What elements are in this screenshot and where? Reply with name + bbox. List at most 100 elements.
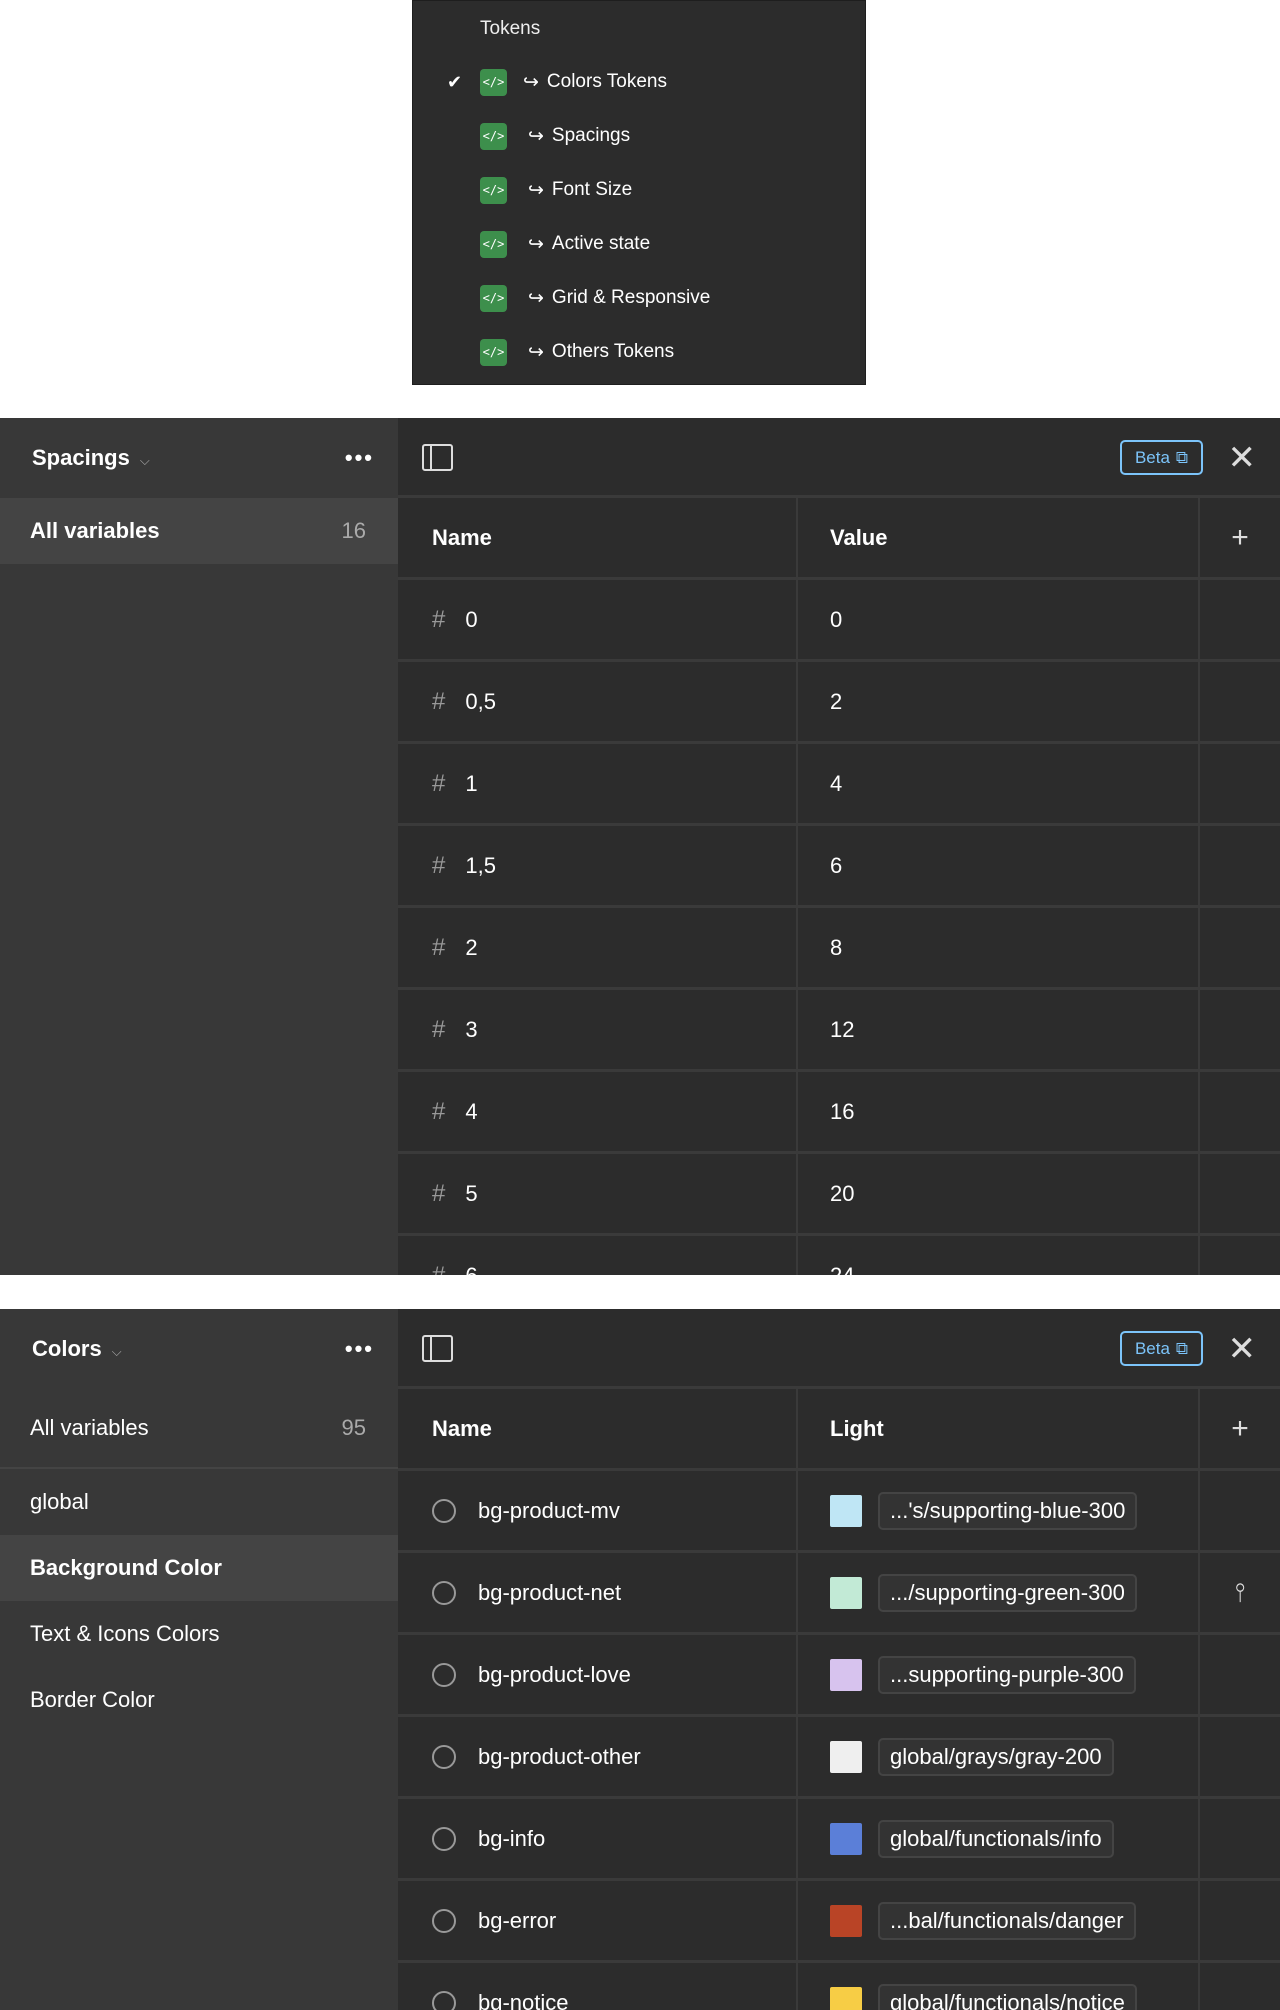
variable-name[interactable]: 1,5 — [465, 852, 496, 878]
color-swatch[interactable] — [830, 1904, 862, 1937]
table-row[interactable]: bg-product-net .../supporting-green-300 … — [398, 1553, 1280, 1635]
more-options-icon[interactable]: ••• — [344, 1336, 374, 1361]
check-icon: ✔ — [446, 71, 463, 92]
table-header: Name Value + — [398, 498, 1280, 580]
variable-name[interactable]: 5 — [465, 1180, 478, 1206]
alias-pill[interactable]: ...'s/supporting-blue-300 — [878, 1491, 1138, 1530]
beta-label: Beta — [1134, 447, 1170, 467]
sidebar-item[interactable]: global — [0, 1469, 398, 1535]
variable-name[interactable]: 1 — [465, 770, 478, 796]
variable-value[interactable]: 2 — [830, 688, 843, 714]
variable-name[interactable]: bg-product-net — [478, 1579, 622, 1605]
sidebar-toggle-icon[interactable] — [422, 444, 453, 471]
menu-item-label: Font Size — [551, 179, 633, 200]
menu-item[interactable]: </> ↪ Active state — [413, 224, 865, 264]
variable-name[interactable]: 2 — [465, 934, 478, 960]
color-swatch[interactable] — [830, 1576, 862, 1609]
external-link-icon: ⧉ — [1175, 447, 1189, 467]
alias-pill[interactable]: global/functionals/info — [878, 1819, 1114, 1858]
variable-value[interactable]: 6 — [830, 852, 843, 878]
table-row[interactable]: #1,5 6 — [398, 826, 1280, 908]
sidebar-item[interactable]: Text & Icons Colors — [0, 1601, 398, 1667]
table-row[interactable]: #6 24 — [398, 1236, 1280, 1275]
beta-badge[interactable]: Beta ⧉ — [1120, 1331, 1203, 1366]
chevron-down-icon: ⌵ — [139, 453, 150, 468]
variable-name[interactable]: bg-product-love — [478, 1661, 631, 1687]
table-row[interactable]: #1 4 — [398, 744, 1280, 826]
table-row[interactable]: #4 16 — [398, 1072, 1280, 1154]
variable-name[interactable]: bg-error — [478, 1907, 557, 1933]
add-column-icon[interactable]: + — [1231, 520, 1249, 554]
menu-item[interactable]: ✔ </> ↪ Colors Tokens — [413, 62, 865, 102]
number-type-icon: # — [432, 851, 446, 879]
add-column-icon[interactable]: + — [1231, 1411, 1249, 1445]
variable-value[interactable]: 20 — [830, 1180, 855, 1206]
color-swatch[interactable] — [830, 1822, 862, 1855]
close-icon[interactable]: ✕ — [1227, 439, 1257, 477]
number-type-icon: # — [432, 769, 446, 797]
sidebar-item[interactable]: Border Color — [0, 1667, 398, 1733]
adjust-icon[interactable]: ⫯ — [1234, 1576, 1246, 1607]
alias-pill[interactable]: global/functionals/notice — [878, 1983, 1137, 2010]
alias-pill[interactable]: global/grays/gray-200 — [878, 1737, 1114, 1776]
variable-value[interactable]: 24 — [830, 1262, 855, 1276]
variable-name[interactable]: bg-product-other — [478, 1743, 641, 1769]
menu-item[interactable]: </> ↪ Font Size — [413, 170, 865, 210]
color-swatch[interactable] — [830, 1986, 862, 2010]
more-options-icon[interactable]: ••• — [344, 445, 374, 470]
variable-value[interactable]: 0 — [830, 606, 843, 632]
beta-badge[interactable]: Beta ⧉ — [1120, 440, 1203, 475]
code-icon: </> — [480, 122, 507, 150]
variable-value[interactable]: 8 — [830, 934, 843, 960]
menu-item[interactable]: </> ↪ Others Tokens — [413, 332, 865, 372]
sidebar-item[interactable]: Background Color — [0, 1535, 398, 1601]
variable-name[interactable]: 6 — [465, 1262, 478, 1276]
number-type-icon: # — [432, 687, 446, 715]
variable-name[interactable]: bg-info — [478, 1825, 546, 1851]
alias-pill[interactable]: .../supporting-green-300 — [878, 1573, 1137, 1612]
menu-item[interactable]: </> ↪ Spacings — [413, 116, 865, 156]
table-row[interactable]: bg-error ...bal/functionals/danger — [398, 1881, 1280, 1963]
sidebar: Colors ⌵ ••• All variables 95 global Backgro… — [0, 1309, 398, 2010]
palette-icon — [432, 1580, 456, 1605]
alias-pill[interactable]: ...supporting-purple-300 — [878, 1655, 1136, 1694]
collection-name: Spacings — [32, 445, 130, 470]
table-row[interactable]: bg-product-mv ...'s/supporting-blue-300 — [398, 1471, 1280, 1553]
menu-item-label: Spacings — [551, 125, 631, 146]
table-row[interactable]: bg-notice global/functionals/notice — [398, 1963, 1280, 2010]
table-row[interactable]: #0,5 2 — [398, 662, 1280, 744]
color-swatch[interactable] — [830, 1740, 862, 1773]
variable-value[interactable]: 4 — [830, 770, 843, 796]
variable-name[interactable]: 4 — [465, 1098, 478, 1124]
palette-icon — [432, 1662, 456, 1687]
table-row[interactable]: bg-product-love ...supporting-purple-300 — [398, 1635, 1280, 1717]
menu-item[interactable]: </> ↪ Grid & Responsive — [413, 278, 865, 318]
close-icon[interactable]: ✕ — [1227, 1330, 1257, 1368]
table-header: Name Light + — [398, 1389, 1280, 1471]
table-row[interactable]: bg-product-other global/grays/gray-200 — [398, 1717, 1280, 1799]
external-link-icon: ⧉ — [1175, 1338, 1189, 1358]
color-swatch[interactable] — [830, 1494, 862, 1527]
label: Background Color — [30, 1555, 222, 1580]
variable-name[interactable]: bg-notice — [478, 1989, 569, 2010]
variable-name[interactable]: 3 — [465, 1016, 478, 1042]
redirect-arrow-icon: ↪ — [528, 341, 544, 363]
variable-name[interactable]: 0,5 — [465, 688, 496, 714]
color-swatch[interactable] — [830, 1658, 862, 1691]
table-row[interactable]: bg-info global/functionals/info — [398, 1799, 1280, 1881]
table-row[interactable]: #3 12 — [398, 990, 1280, 1072]
alias-pill[interactable]: ...bal/functionals/danger — [878, 1901, 1136, 1940]
sidebar-item-all-variables[interactable]: All variables 16 — [0, 498, 398, 564]
variable-value[interactable]: 16 — [830, 1098, 855, 1124]
count: 95 — [341, 1415, 366, 1440]
collection-dropdown[interactable]: Colors ⌵ — [32, 1336, 122, 1362]
table-row[interactable]: #5 20 — [398, 1154, 1280, 1236]
sidebar-toggle-icon[interactable] — [422, 1335, 453, 1362]
sidebar-item[interactable]: All variables 95 — [0, 1389, 398, 1469]
table-row[interactable]: #0 0 — [398, 580, 1280, 662]
variable-name[interactable]: bg-product-mv — [478, 1497, 620, 1523]
table-row[interactable]: #2 8 — [398, 908, 1280, 990]
collection-dropdown[interactable]: Spacings ⌵ — [32, 445, 150, 471]
variable-name[interactable]: 0 — [465, 606, 478, 632]
variable-value[interactable]: 12 — [830, 1016, 855, 1042]
